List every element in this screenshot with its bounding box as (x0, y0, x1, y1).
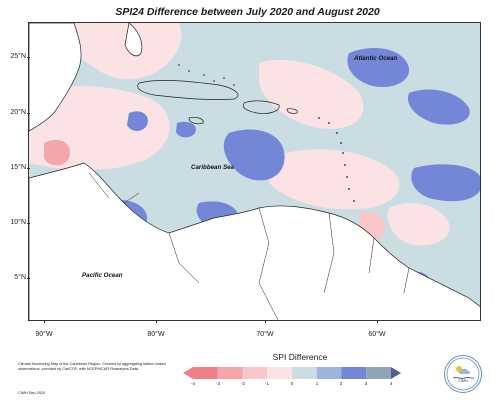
legend-swatch-min-arrow (183, 367, 193, 379)
legend-swatch (242, 367, 268, 379)
lon-label-70w: 70°W (256, 331, 274, 338)
lon-tick (44, 320, 45, 323)
logo-text: CIMH (458, 379, 468, 383)
legend-tick: -2 (240, 381, 245, 386)
map-title: SPI24 Difference between July 2020 and A… (115, 6, 380, 18)
lat-label-25n: 25°N (10, 53, 26, 60)
spi-positive-patch (127, 111, 148, 131)
jamaica-outline (188, 117, 204, 125)
spi-difference-map (29, 23, 480, 320)
lon-label-80w: 80°W (147, 331, 165, 338)
lon-tick (265, 320, 266, 323)
lesser-antilles-islands (178, 64, 355, 202)
legend-swatch (193, 367, 218, 379)
cuba-outline (137, 80, 239, 100)
legend-swatch (341, 367, 367, 379)
footer-credit: CIMH Sep-2020 (18, 391, 46, 395)
legend-tick: 0 (290, 381, 294, 386)
lat-label-15n: 15°N (10, 164, 26, 171)
legend-tick: -3 (215, 381, 220, 386)
cimh-logo: CIMH (444, 355, 482, 393)
spi-negative-patch (259, 59, 364, 129)
lon-label-60w: 60°W (368, 331, 386, 338)
spi-positive-patch (176, 121, 196, 138)
lat-tick (27, 223, 30, 224)
spi-positive-patch (347, 48, 410, 88)
legend-swatch (366, 367, 391, 379)
legend-tick: -1 (264, 381, 269, 386)
legend-colorbar (183, 367, 401, 379)
lon-label-90w: 90°W (35, 331, 53, 338)
footer-note: Climate Monitoring Map of the Caribbean … (18, 362, 166, 371)
lat-label-20n: 20°N (10, 109, 26, 116)
lat-tick (27, 113, 30, 114)
lat-tick (27, 168, 30, 169)
lat-label-10n: 10°N (10, 219, 26, 226)
spi-negative-patch (269, 149, 400, 210)
pacific-ocean-label: Pacific Ocean (82, 272, 123, 279)
caribbean-sea-label: Caribbean Sea (191, 164, 234, 171)
lat-tick (27, 278, 30, 279)
spi-positive-patch (407, 89, 470, 125)
legend-swatch (292, 367, 317, 379)
legend-tick: -4 (190, 381, 195, 386)
spi-positive-patch (223, 129, 285, 181)
spi-negative-patch-strong (44, 139, 70, 166)
map-panel (28, 22, 481, 321)
mexico-us-land (29, 23, 82, 132)
atlantic-ocean-label: Atlantic Ocean (354, 55, 398, 62)
puerto-rico-outline (286, 108, 298, 114)
legend-swatch (217, 367, 243, 379)
lon-tick (377, 320, 378, 323)
legend-tick: 2 (339, 381, 343, 386)
south-central-america-land (29, 162, 480, 320)
legend-title: SPI Difference (272, 352, 328, 362)
lat-label-5n: 5°N (14, 274, 26, 281)
country-borders (88, 172, 410, 320)
spi-negative-patch (387, 203, 450, 246)
legend-tick: 3 (364, 381, 368, 386)
florida-land (124, 23, 143, 57)
lat-tick (27, 57, 30, 58)
lon-tick (156, 320, 157, 323)
legend-swatch (267, 367, 292, 379)
spi-positive-patch (411, 164, 480, 202)
legend-tick: 1 (315, 381, 319, 386)
cimh-logo-icon (446, 357, 480, 391)
legend-swatch-max-arrow (391, 367, 401, 379)
hispaniola-outline (242, 100, 280, 114)
legend-tick: 4 (389, 381, 393, 386)
legend-swatch (316, 367, 342, 379)
spi-negative-patch (69, 23, 182, 80)
